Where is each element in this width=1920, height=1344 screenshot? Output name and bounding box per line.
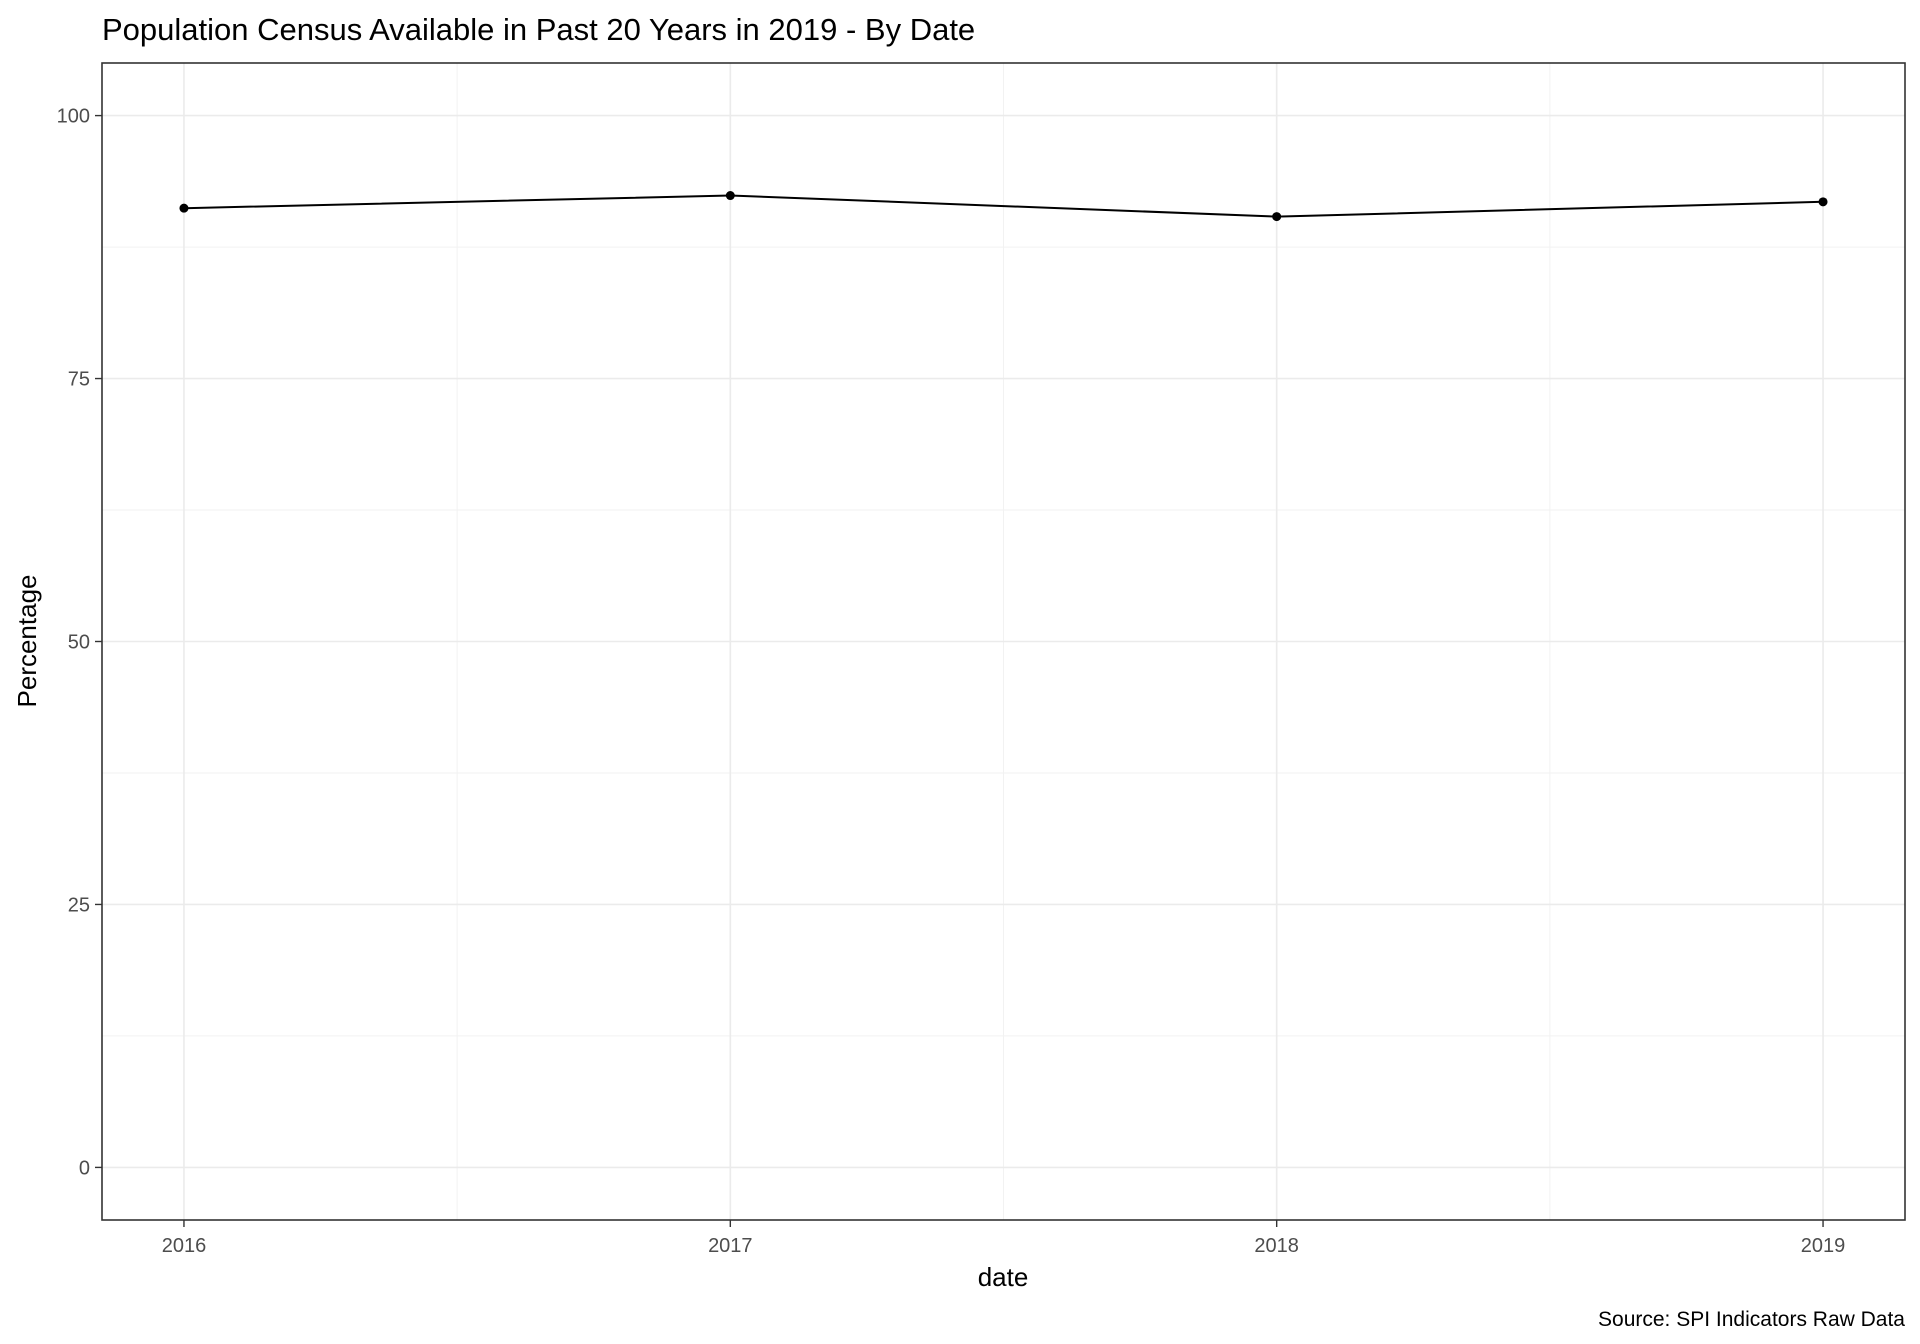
y-tick-label: 0 <box>79 1157 90 1179</box>
x-tick-label: 2017 <box>708 1235 753 1257</box>
data-point <box>1272 212 1282 222</box>
data-point <box>179 203 189 213</box>
y-axis: 0 25 50 75 100 <box>57 106 102 1179</box>
y-tick-label: 100 <box>57 106 90 128</box>
data-point <box>725 191 735 201</box>
major-gridlines <box>102 63 1905 1220</box>
data-point <box>1818 197 1828 207</box>
y-tick-label: 25 <box>68 894 90 916</box>
y-tick-label: 50 <box>68 632 90 654</box>
y-tick-label: 75 <box>68 369 90 391</box>
chart-caption: Source: SPI Indicators Raw Data <box>1598 1308 1905 1331</box>
series-line <box>183 194 1824 218</box>
chart-title: Population Census Available in Past 20 Y… <box>102 12 975 47</box>
data-series <box>179 191 1828 222</box>
x-tick-label: 2019 <box>1801 1235 1846 1257</box>
x-axis: 2016 2017 2018 2019 <box>162 1220 1846 1257</box>
x-tick-label: 2016 <box>162 1235 207 1257</box>
x-tick-label: 2018 <box>1254 1235 1299 1257</box>
x-axis-title: date <box>978 1262 1029 1292</box>
y-axis-title: Percentage <box>12 575 42 708</box>
